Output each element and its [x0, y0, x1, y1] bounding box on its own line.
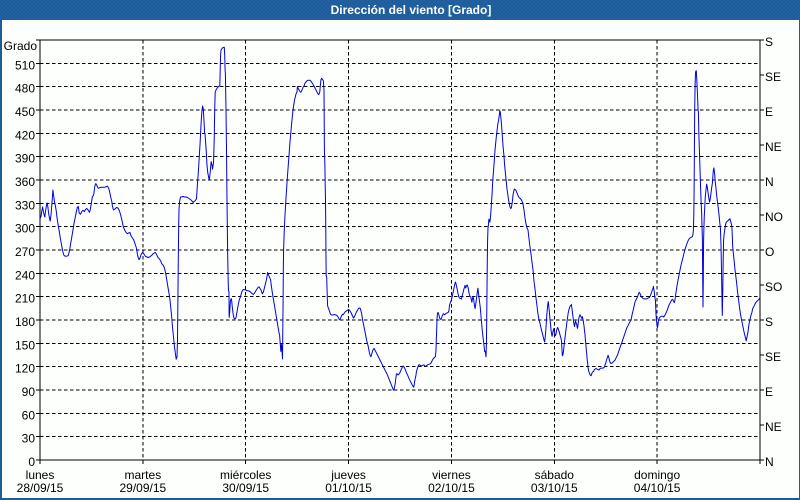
svg-text:NE: NE: [765, 140, 782, 154]
svg-text:450: 450: [15, 105, 35, 119]
svg-text:180: 180: [15, 315, 35, 329]
svg-text:29/09/15: 29/09/15: [120, 481, 167, 495]
svg-text:01/10/15: 01/10/15: [325, 481, 372, 495]
svg-text:sábado: sábado: [535, 468, 575, 482]
svg-text:510: 510: [15, 58, 35, 72]
svg-text:480: 480: [15, 82, 35, 96]
svg-text:150: 150: [15, 338, 35, 352]
svg-text:300: 300: [15, 222, 35, 236]
svg-text:04/10/15: 04/10/15: [634, 481, 681, 495]
svg-text:E: E: [765, 385, 773, 399]
svg-text:SE: SE: [765, 70, 781, 84]
svg-text:S: S: [765, 315, 773, 329]
svg-text:90: 90: [22, 385, 36, 399]
svg-text:03/10/15: 03/10/15: [531, 481, 578, 495]
svg-text:NO: NO: [765, 210, 783, 224]
svg-text:N: N: [765, 175, 774, 189]
svg-text:360: 360: [15, 175, 35, 189]
svg-text:S: S: [765, 35, 773, 49]
svg-text:28/09/15: 28/09/15: [17, 481, 64, 495]
svg-text:30: 30: [22, 432, 36, 446]
svg-text:jueves: jueves: [330, 468, 366, 482]
svg-text:30/09/15: 30/09/15: [222, 481, 269, 495]
svg-text:0: 0: [28, 455, 35, 469]
svg-text:viernes: viernes: [432, 468, 471, 482]
svg-text:E: E: [765, 105, 773, 119]
svg-text:O: O: [765, 245, 774, 259]
svg-text:lunes: lunes: [26, 468, 55, 482]
svg-text:miércoles: miércoles: [220, 468, 271, 482]
svg-text:N: N: [765, 455, 774, 469]
svg-text:60: 60: [22, 408, 36, 422]
svg-text:SE: SE: [765, 350, 781, 364]
svg-text:SO: SO: [765, 280, 782, 294]
svg-text:Grado: Grado: [4, 39, 38, 53]
svg-text:martes: martes: [125, 468, 162, 482]
svg-text:210: 210: [15, 292, 35, 306]
svg-text:02/10/15: 02/10/15: [428, 481, 475, 495]
svg-text:domingo: domingo: [634, 468, 680, 482]
svg-text:240: 240: [15, 268, 35, 282]
svg-text:120: 120: [15, 362, 35, 376]
svg-text:NE: NE: [765, 420, 782, 434]
svg-text:330: 330: [15, 198, 35, 212]
svg-text:270: 270: [15, 245, 35, 259]
svg-text:420: 420: [15, 128, 35, 142]
svg-text:390: 390: [15, 152, 35, 166]
